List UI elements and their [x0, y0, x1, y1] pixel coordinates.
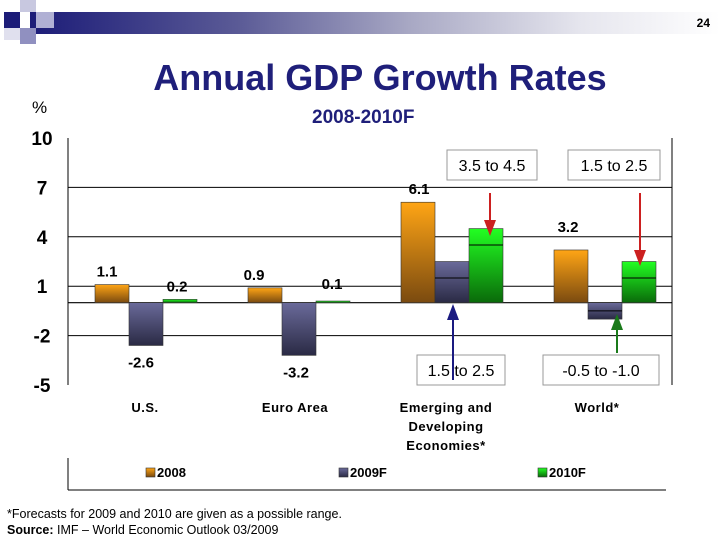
bar-2008-2: [400, 201, 436, 303]
logo-square: [4, 12, 20, 28]
logo-square: [20, 28, 36, 44]
data-label: 0.1: [322, 276, 343, 293]
annotation-text: -0.5 to -1.0: [562, 363, 639, 380]
header-banner: [30, 12, 720, 34]
footnote: *Forecasts for 2009 and 2010 are given a…: [7, 507, 342, 521]
bar-2010f-0: [162, 299, 198, 303]
data-label: 1.1: [97, 264, 118, 281]
y-tick-label: 7: [37, 178, 48, 199]
legend-label: 2010F: [549, 465, 586, 480]
annotation-box: [542, 354, 660, 386]
logo-square: [36, 12, 54, 28]
source-text: IMF – World Economic Outlook 03/2009: [53, 523, 279, 537]
y-tick-label: 1: [37, 277, 48, 298]
legend-swatch-2010f: [537, 467, 548, 478]
bar-2009f-0: [128, 302, 164, 346]
x-category-label: World*: [575, 400, 620, 415]
bar-2008-3: [553, 249, 589, 303]
data-label: 3.2: [558, 219, 579, 236]
page-number: 24: [696, 16, 710, 30]
bar-2008-0: [94, 284, 130, 303]
bar-2009f-2: [434, 261, 470, 303]
y-tick-label: 4: [37, 228, 48, 249]
x-category-label: Euro Area: [262, 400, 328, 415]
data-label: -2.6: [128, 354, 154, 371]
y-tick-label: -5: [34, 376, 51, 397]
annotation-text: 1.5 to 2.5: [581, 158, 648, 175]
x-category-label: Economies*: [406, 438, 486, 453]
source-label: Source:: [7, 523, 54, 537]
source-line: Source: IMF – World Economic Outlook 03/…: [7, 523, 278, 537]
bar-2009f-1: [281, 302, 317, 356]
legend-swatch-2009f: [338, 467, 349, 478]
annotation-text: 1.5 to 2.5: [428, 363, 495, 380]
x-category-label: Emerging and: [400, 400, 493, 415]
bar-2010f-2: [468, 228, 504, 303]
legend-swatch-2008: [145, 467, 156, 478]
bar-2008-1: [247, 287, 283, 303]
legend-label: 2008: [157, 465, 186, 480]
data-label: 0.9: [244, 267, 265, 284]
y-tick-label: -2: [34, 327, 51, 348]
bar-2010f-3: [621, 261, 657, 303]
y-tick-label: 10: [31, 129, 52, 150]
x-category-label: U.S.: [131, 400, 158, 415]
annotation-box: [567, 149, 661, 181]
annotation-box: [416, 354, 506, 386]
chart-title: Annual GDP Growth Rates: [153, 57, 607, 98]
legend-label: 2009F: [350, 465, 387, 480]
chart-subtitle: 2008-2010F: [312, 107, 415, 128]
y-axis-unit: %: [32, 98, 48, 117]
data-label: 6.1: [409, 181, 430, 198]
annotation-text: 3.5 to 4.5: [459, 158, 526, 175]
bar-2010f-1: [315, 300, 351, 303]
logo-square: [4, 28, 20, 40]
annotation-box: [446, 149, 538, 181]
x-category-label: Developing: [408, 419, 483, 434]
data-label: 0.2: [167, 278, 188, 295]
logo-square: [20, 0, 36, 12]
data-label: -3.2: [283, 364, 309, 381]
